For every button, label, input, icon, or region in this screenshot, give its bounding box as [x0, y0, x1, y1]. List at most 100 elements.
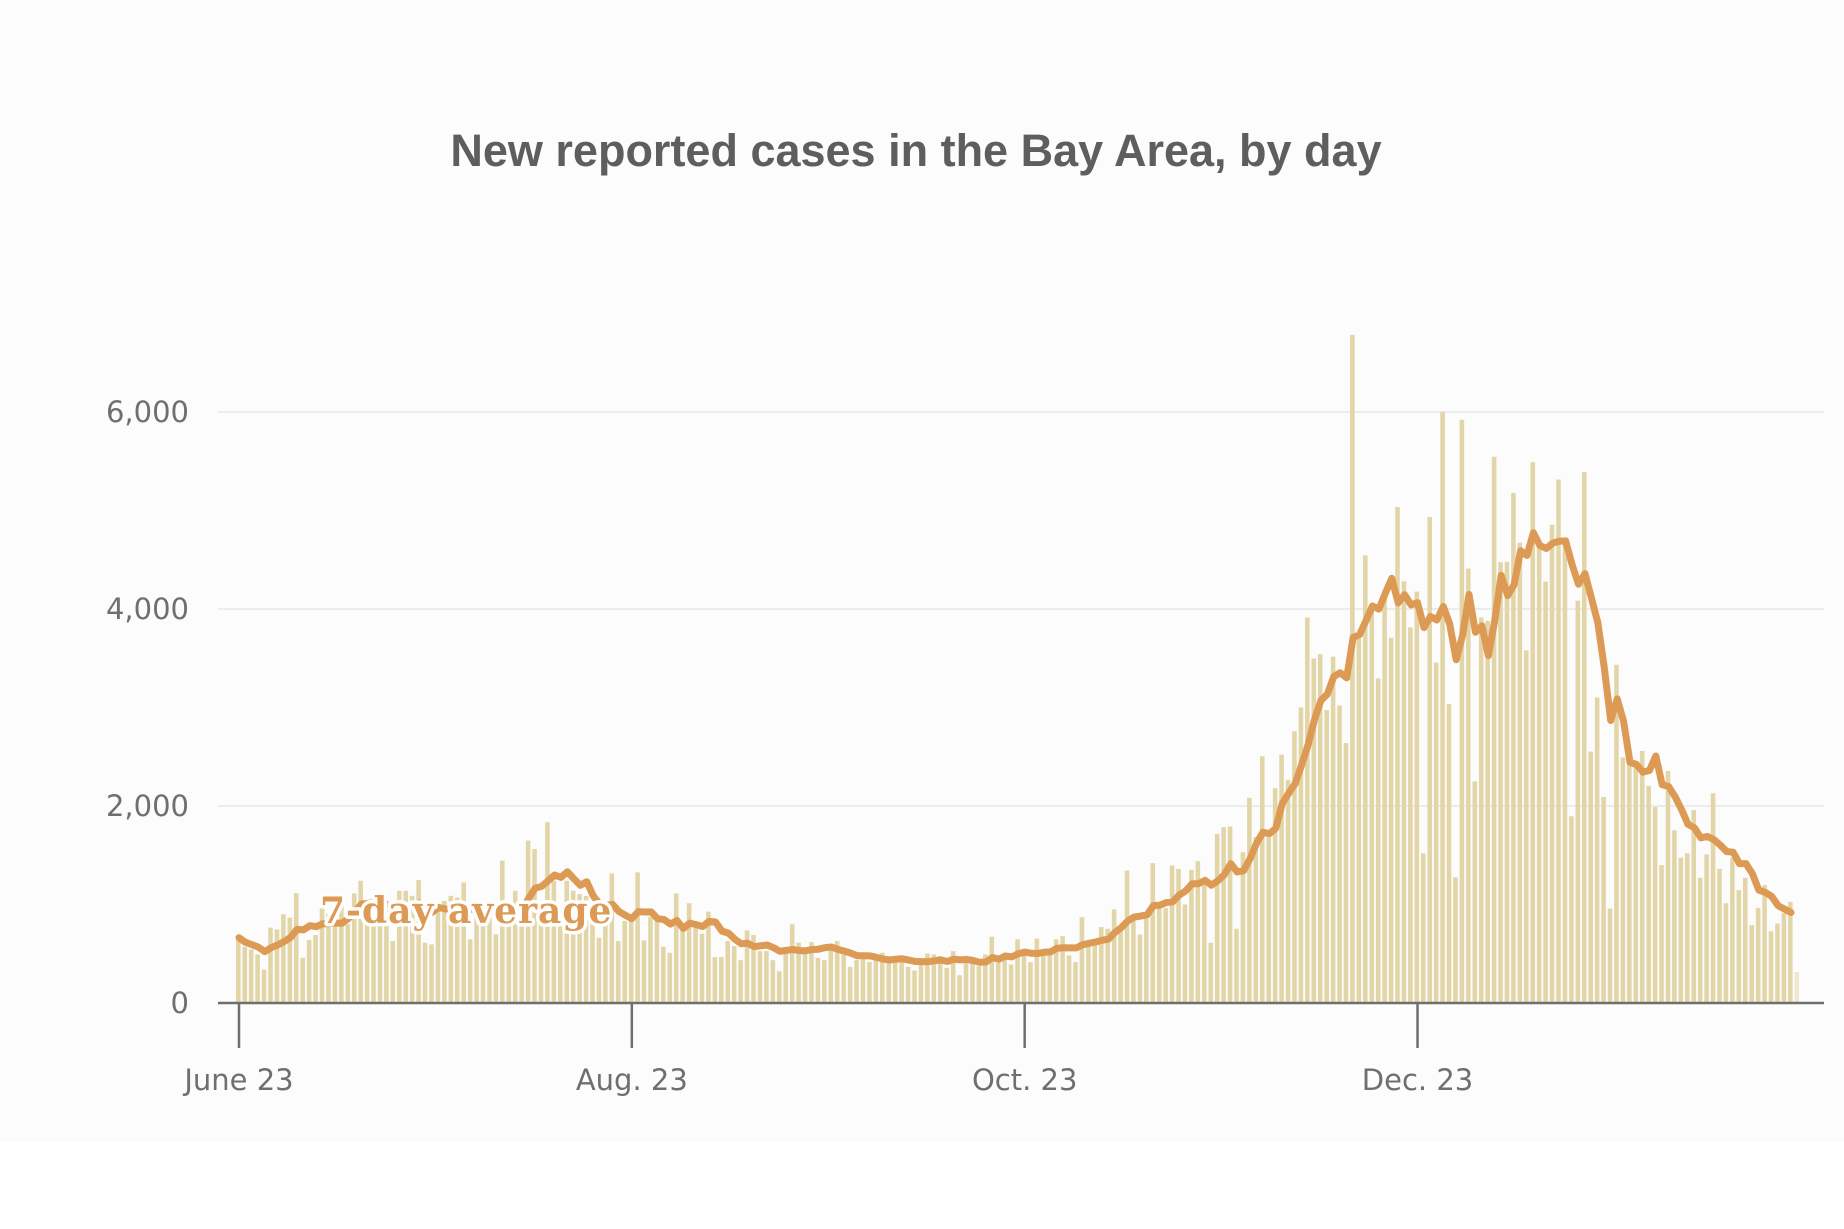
- bar: [847, 966, 853, 1003]
- bar: [1524, 650, 1529, 1003]
- bar: [384, 909, 389, 1003]
- bar: [1401, 581, 1407, 1003]
- bar: [603, 917, 608, 1003]
- bar: [1672, 830, 1677, 1003]
- bar: [442, 900, 447, 1003]
- bar: [1620, 757, 1626, 1003]
- average-line-label: 7-day average: [320, 890, 612, 932]
- bar: [1259, 756, 1265, 1003]
- bar: [248, 949, 254, 1003]
- bar: [1788, 901, 1793, 1003]
- bar: [1678, 857, 1684, 1003]
- bar: [397, 890, 402, 1003]
- bar: [1214, 833, 1220, 1003]
- bar: [912, 970, 917, 1003]
- bar: [1511, 492, 1516, 1003]
- bar: [731, 946, 737, 1003]
- bar: [1092, 940, 1098, 1003]
- bar: [802, 952, 808, 1003]
- x-axis: June 23 Aug. 23 Oct. 23 Dec. 23: [182, 1001, 1824, 1097]
- bar: [1240, 852, 1246, 1003]
- bar: [1137, 934, 1143, 1003]
- bar: [416, 880, 421, 1003]
- bar: [1710, 793, 1716, 1003]
- bar: [1086, 943, 1091, 1003]
- bar: [899, 957, 904, 1003]
- bar: [454, 897, 460, 1003]
- bar: [1420, 853, 1426, 1003]
- bar: [1691, 810, 1697, 1003]
- bar: [1079, 917, 1085, 1003]
- bar: [1639, 750, 1645, 1003]
- bar: [1073, 962, 1078, 1003]
- bar: [950, 951, 956, 1003]
- bar: [686, 903, 692, 1003]
- bar: [789, 924, 795, 1003]
- bar: [854, 960, 859, 1003]
- bar: [351, 893, 357, 1003]
- bar: [1041, 954, 1046, 1003]
- bar: [1369, 608, 1375, 1003]
- bar: [1156, 907, 1162, 1003]
- bar: [1601, 796, 1606, 1003]
- bar: [409, 895, 415, 1003]
- bar: [1730, 857, 1735, 1003]
- bar: [255, 954, 260, 1003]
- bar: [628, 918, 634, 1003]
- bar: [918, 961, 924, 1003]
- bar: [1581, 472, 1587, 1004]
- bar: [970, 961, 975, 1003]
- bar: [1047, 949, 1053, 1003]
- bar: [1388, 637, 1394, 1003]
- bar: [751, 935, 756, 1003]
- bar: [1440, 412, 1445, 1003]
- bar: [1272, 788, 1278, 1003]
- bar: [371, 907, 376, 1003]
- bar: [1098, 927, 1104, 1003]
- bar: [1775, 923, 1780, 1003]
- bar: [538, 920, 544, 1003]
- bar-series: [236, 334, 1800, 1004]
- bar: [738, 960, 743, 1003]
- x-tick-label: Oct. 23: [972, 1063, 1077, 1097]
- bar: [905, 966, 911, 1003]
- bar: [796, 942, 801, 1003]
- bar: [615, 941, 621, 1003]
- bar: [532, 848, 537, 1003]
- bar: [1556, 479, 1561, 1003]
- bar: [1247, 797, 1252, 1003]
- bar: [989, 936, 995, 1003]
- bar: [422, 942, 428, 1003]
- bar: [364, 904, 370, 1003]
- bar: [1466, 568, 1471, 1003]
- bar: [744, 930, 750, 1003]
- bar: [1408, 627, 1413, 1003]
- bar: [1446, 704, 1452, 1003]
- bar: [1414, 591, 1420, 1003]
- bar: [963, 957, 969, 1003]
- bar: [596, 937, 602, 1003]
- bar: [1169, 865, 1175, 1003]
- bar: [1208, 942, 1214, 1003]
- bar: [1736, 890, 1742, 1003]
- bar: [892, 961, 898, 1003]
- bar: [545, 822, 550, 1003]
- x-tick-label: Dec. 23: [1362, 1063, 1473, 1097]
- bar: [1588, 751, 1593, 1003]
- bar: [1549, 524, 1555, 1003]
- bar: [377, 912, 383, 1003]
- bar: [1627, 759, 1632, 1003]
- bar: [500, 860, 505, 1003]
- bar: [590, 920, 595, 1003]
- bar: [487, 917, 492, 1003]
- bar: [931, 954, 937, 1003]
- bar: [1266, 837, 1271, 1003]
- bar: [1195, 861, 1201, 1003]
- bar: [783, 953, 788, 1003]
- bar: [1363, 555, 1368, 1003]
- bar: [1202, 883, 1207, 1003]
- bar: [429, 944, 434, 1003]
- bar: [693, 927, 698, 1003]
- bar: [1491, 456, 1497, 1003]
- bar: [680, 927, 685, 1003]
